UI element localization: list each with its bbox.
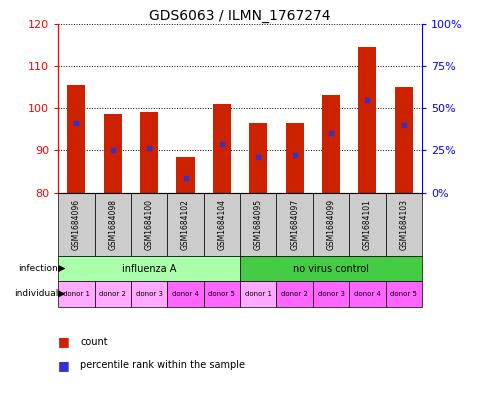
Text: no virus control: no virus control: [292, 264, 368, 274]
Bar: [240, 256, 421, 281]
Bar: [58, 281, 94, 307]
Text: donor 3: donor 3: [136, 291, 162, 297]
Text: individual: individual: [14, 289, 58, 298]
Bar: [312, 281, 348, 307]
Bar: [385, 281, 421, 307]
Text: GSM1684100: GSM1684100: [144, 199, 153, 250]
Bar: [176, 157, 194, 193]
Bar: [167, 281, 203, 307]
Bar: [94, 281, 131, 307]
Text: GSM1684104: GSM1684104: [217, 199, 226, 250]
Text: donor 5: donor 5: [390, 291, 416, 297]
Text: donor 2: donor 2: [99, 291, 126, 297]
Text: donor 1: donor 1: [244, 291, 271, 297]
Text: influenza A: influenza A: [121, 264, 176, 274]
Bar: [276, 193, 312, 256]
Bar: [58, 256, 240, 281]
Text: GSM1684102: GSM1684102: [181, 199, 190, 250]
Text: donor 1: donor 1: [63, 291, 90, 297]
Text: infection: infection: [18, 264, 58, 273]
Bar: [212, 104, 230, 193]
Text: GSM1684098: GSM1684098: [108, 199, 117, 250]
Bar: [203, 281, 240, 307]
Bar: [285, 123, 303, 193]
Bar: [131, 281, 167, 307]
Title: GDS6063 / ILMN_1767274: GDS6063 / ILMN_1767274: [149, 9, 330, 22]
Text: ■: ■: [58, 335, 70, 349]
Text: donor 4: donor 4: [172, 291, 198, 297]
Text: ■: ■: [58, 359, 70, 372]
Bar: [394, 87, 412, 193]
Bar: [131, 193, 167, 256]
Bar: [276, 281, 312, 307]
Text: GSM1684097: GSM1684097: [289, 198, 299, 250]
Text: GSM1684099: GSM1684099: [326, 198, 335, 250]
Bar: [348, 281, 385, 307]
Bar: [240, 193, 276, 256]
Bar: [348, 193, 385, 256]
Bar: [249, 123, 267, 193]
Text: GSM1684103: GSM1684103: [398, 199, 408, 250]
Text: GSM1684101: GSM1684101: [362, 199, 371, 250]
Text: count: count: [80, 337, 107, 347]
Bar: [58, 193, 94, 256]
Bar: [358, 47, 376, 193]
Bar: [140, 112, 158, 193]
Text: donor 4: donor 4: [353, 291, 380, 297]
Bar: [167, 193, 203, 256]
Text: percentile rank within the sample: percentile rank within the sample: [80, 360, 244, 371]
Bar: [240, 281, 276, 307]
Text: donor 5: donor 5: [208, 291, 235, 297]
Text: donor 3: donor 3: [317, 291, 344, 297]
Text: GSM1684095: GSM1684095: [253, 198, 262, 250]
Bar: [312, 193, 348, 256]
Bar: [67, 85, 85, 193]
Text: donor 2: donor 2: [281, 291, 307, 297]
Bar: [104, 114, 121, 193]
Bar: [385, 193, 421, 256]
Bar: [94, 193, 131, 256]
Text: GSM1684096: GSM1684096: [72, 198, 81, 250]
Bar: [203, 193, 240, 256]
Bar: [321, 95, 339, 193]
